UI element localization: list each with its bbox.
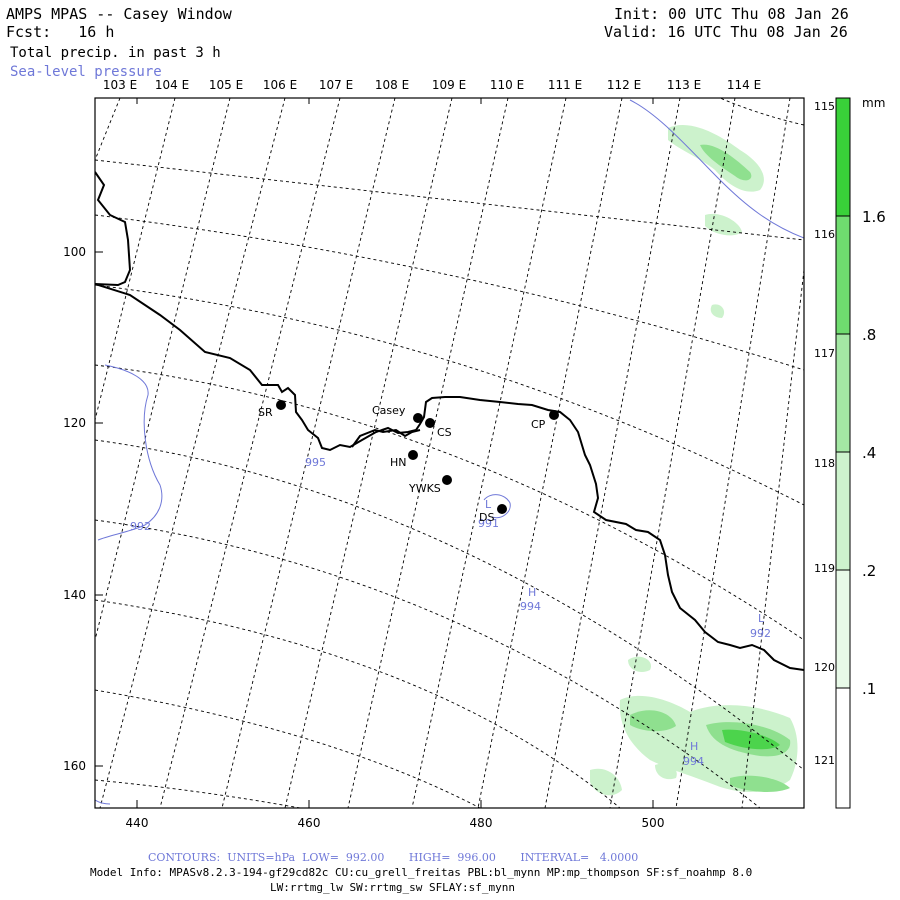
lon-label: 112 E: [607, 78, 641, 92]
y-tick-label: 140: [63, 588, 86, 602]
pressure-labels: 995 992 991 H 994 L 992 H 994 L: [130, 456, 771, 768]
colorbar-label: .8: [862, 326, 876, 344]
station-label: YWKS: [408, 482, 441, 495]
colorbar: mm 1.6 .8 .4 .2 .1: [835, 96, 886, 809]
y-tick-label: 120: [63, 416, 86, 430]
lon-label: 109 E: [432, 78, 466, 92]
contour-info: CONTOURS: UNITS=hPa LOW= 992.00 HIGH= 99…: [148, 851, 639, 864]
x-tick-label: 480: [470, 816, 493, 830]
x-tick-label: 460: [298, 816, 321, 830]
pressure-label: L: [485, 498, 492, 511]
colorbar-label: 1.6: [862, 208, 886, 226]
pressure-label: 994: [520, 600, 541, 613]
coastline: [95, 171, 804, 671]
lon-label: 106 E: [263, 78, 297, 92]
lon-label: 110 E: [490, 78, 524, 92]
y-tick-label: 160: [63, 759, 86, 773]
overlay-description: Sea-level pressure: [10, 64, 162, 80]
x-axis-labels: 440 460 480 500: [126, 816, 665, 830]
pressure-label: 994: [683, 755, 704, 768]
station-marker[interactable]: [497, 504, 507, 514]
station-marker[interactable]: [425, 418, 435, 428]
pressure-label: 991: [478, 517, 499, 530]
station-label: CS: [437, 426, 452, 439]
y-tick-label: 100: [63, 245, 86, 259]
station-label: CP: [531, 418, 546, 431]
station-marker[interactable]: [413, 413, 423, 423]
pressure-label: 992: [750, 627, 771, 640]
colorbar-segment: [836, 570, 850, 688]
station-marker[interactable]: [408, 450, 418, 460]
pressure-label: 992: [130, 520, 151, 533]
station-label: HN: [390, 456, 407, 469]
station-marker[interactable]: [276, 400, 286, 410]
station-marker[interactable]: [549, 410, 559, 420]
pressure-label: 995: [305, 456, 326, 469]
lon-label: 105 E: [209, 78, 243, 92]
lon-label: 103 E: [103, 78, 137, 92]
lon-label: 114 E: [727, 78, 761, 92]
x-tick-label: 500: [642, 816, 665, 830]
lon-label: 111 E: [548, 78, 582, 92]
station-marker[interactable]: [442, 475, 452, 485]
colorbar-label: .1: [862, 680, 876, 698]
plot-frame: [94, 97, 805, 809]
pressure-label: L: [758, 612, 765, 625]
precip-shading: [590, 125, 798, 796]
pressure-contours: [95, 99, 804, 805]
colorbar-segment: [836, 334, 850, 452]
model-info-line2: LW:rrtmg_lw SW:rrtmg_sw SFLAY:sf_mynn: [270, 881, 516, 894]
colorbar-unit: mm: [862, 96, 885, 110]
x-tick-label: 440: [126, 816, 149, 830]
colorbar-segment: [836, 98, 850, 216]
stations: SR Casey CS HN YWKS DS CP: [258, 400, 559, 524]
map-title: AMPS MPAS -- Casey Window: [6, 5, 232, 23]
pressure-label: H: [690, 740, 698, 753]
colorbar-label: .4: [862, 444, 876, 462]
station-label: Casey: [372, 404, 406, 417]
station-label: SR: [258, 406, 273, 419]
colorbar-segment: [836, 452, 850, 570]
lon-label: 104 E: [155, 78, 189, 92]
lon-label: 113 E: [667, 78, 701, 92]
field-description: Total precip. in past 3 h: [10, 45, 221, 61]
top-longitude-labels: 103 E 104 E 105 E 106 E 107 E 108 E 109 …: [103, 78, 761, 92]
station-label: DS: [479, 511, 494, 524]
colorbar-segment: [836, 688, 850, 808]
pressure-label: H: [528, 586, 536, 599]
lon-label: 108 E: [375, 78, 409, 92]
lon-label: 107 E: [319, 78, 353, 92]
axis-ticks: [95, 98, 654, 808]
graticule: [95, 98, 804, 808]
colorbar-segment: [836, 216, 850, 334]
forecast-hour: Fcst: 16 h: [6, 23, 115, 41]
valid-time: Valid: 16 UTC Thu 08 Jan 26: [604, 23, 848, 41]
y-axis-labels: 100 120 140 160: [63, 245, 86, 773]
colorbar-label: .2: [862, 562, 876, 580]
model-info: Model Info: MPASv8.2.3-194-gf29cd82c CU:…: [90, 866, 753, 879]
init-time: Init: 00 UTC Thu 08 Jan 26: [614, 5, 849, 23]
